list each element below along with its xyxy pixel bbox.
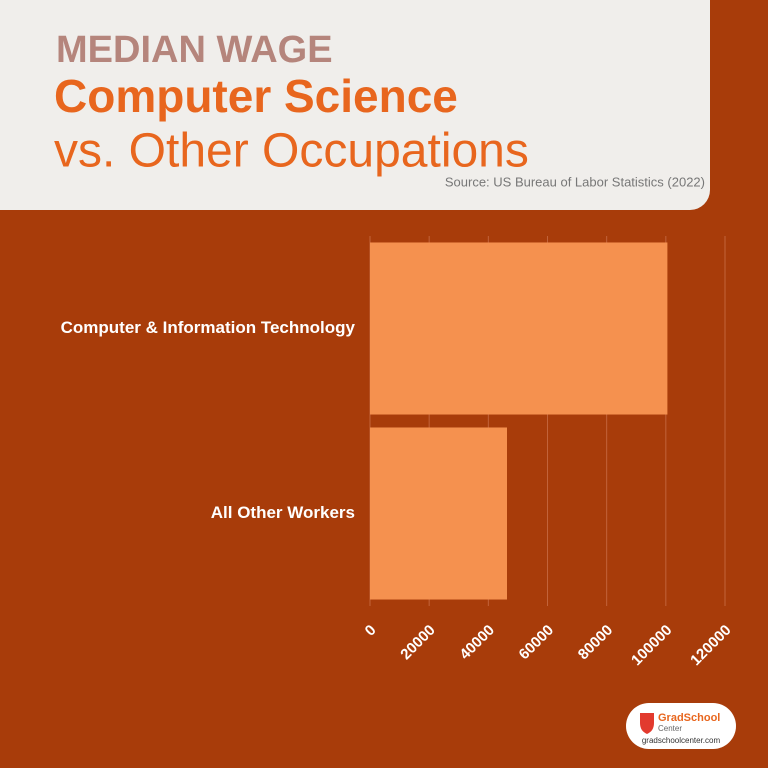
logo-url: gradschoolcenter.com	[642, 736, 721, 745]
logo-tagline: Center	[658, 724, 682, 733]
chart-subtitle: Computer Science	[54, 70, 458, 122]
source-note: Source: US Bureau of Labor Statistics (2…	[445, 174, 705, 189]
header-panel	[0, 0, 710, 210]
y-tick-label: Computer & Information Technology	[61, 318, 356, 337]
chart-subtitle: vs. Other Occupations	[54, 125, 529, 178]
logo-icon	[640, 713, 654, 734]
logo-name: GradSchool	[658, 712, 720, 724]
chart-title: MEDIAN WAGE	[56, 29, 333, 71]
bar	[370, 427, 508, 600]
bar	[370, 242, 668, 415]
y-tick-label: All Other Workers	[211, 503, 355, 522]
